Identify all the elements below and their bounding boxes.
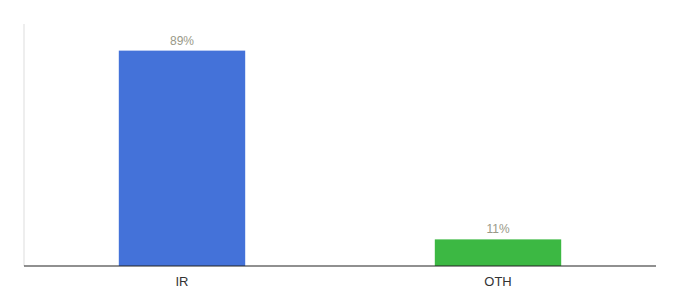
bar bbox=[119, 51, 245, 266]
data-labels: 89% 11% bbox=[170, 34, 510, 237]
x-axis: IR OTH bbox=[24, 266, 656, 289]
data-label: 89% bbox=[170, 34, 194, 48]
data-label: 11% bbox=[486, 222, 509, 236]
chart-svg: 89% 11% IR OTH bbox=[0, 0, 680, 300]
y-axis-line bbox=[24, 24, 25, 266]
x-tick-label: OTH bbox=[484, 274, 511, 289]
chart-container: 89% 11% IR OTH bbox=[0, 0, 680, 300]
bar bbox=[435, 239, 561, 266]
x-axis-line bbox=[24, 265, 656, 266]
x-tick-label: IR bbox=[176, 274, 189, 289]
bars bbox=[119, 51, 561, 266]
